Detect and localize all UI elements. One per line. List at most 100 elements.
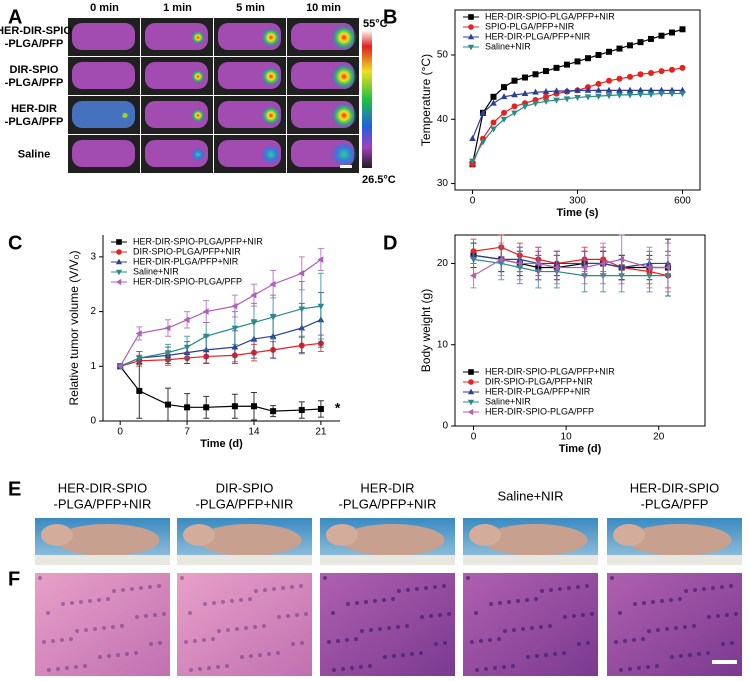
nucleus: [410, 652, 414, 656]
histology: [607, 573, 742, 676]
legend-label: HER-DIR-PLGA/PFP+NIR: [485, 31, 591, 41]
nucleus: [581, 613, 585, 617]
marker: [595, 52, 602, 58]
marker: [136, 355, 143, 362]
heat-spot: [261, 66, 281, 87]
nucleus: [135, 615, 139, 619]
marker: [250, 320, 258, 327]
marker: [470, 256, 477, 263]
nucleus: [475, 668, 479, 672]
marker: [543, 68, 549, 75]
nucleus: [38, 576, 42, 580]
marker: [501, 109, 507, 116]
nucleus: [488, 638, 492, 642]
nucleus: [619, 668, 623, 672]
nucleus: [401, 653, 405, 657]
marker: [469, 158, 476, 165]
mouse-body: [145, 62, 208, 89]
marker: [637, 71, 644, 78]
nucleus: [641, 637, 645, 641]
nucleus: [656, 628, 660, 632]
marker: [553, 264, 560, 271]
nucleus: [120, 624, 124, 628]
marker: [231, 302, 238, 310]
heat-spot: [261, 144, 281, 165]
nucleus: [79, 600, 83, 604]
nucleus: [489, 602, 493, 606]
nucleus: [651, 600, 655, 604]
nucleus: [239, 598, 243, 602]
panel-letter: D: [383, 232, 397, 254]
nucleus: [702, 587, 706, 591]
nucleus: [193, 639, 197, 643]
mouse-head: [41, 524, 73, 546]
marker: [203, 404, 210, 411]
nucleus: [707, 615, 711, 619]
nucleus: [230, 599, 234, 603]
marker: [532, 88, 539, 95]
nucleus: [184, 640, 188, 644]
marker: [164, 350, 172, 357]
nucleus: [466, 576, 470, 580]
nucleus: [590, 612, 594, 616]
nucleus: [354, 637, 358, 641]
nucleus: [576, 585, 580, 589]
marker: [115, 278, 122, 286]
marker: [543, 93, 549, 100]
nucleus: [88, 599, 92, 603]
marker: [645, 264, 652, 271]
nucleus: [203, 602, 207, 606]
marker: [637, 39, 644, 46]
marker: [532, 71, 539, 78]
nucleus: [368, 664, 372, 668]
nucleus: [479, 639, 483, 643]
nucleus: [693, 588, 697, 592]
nucleus: [521, 627, 525, 631]
marker: [467, 44, 475, 51]
marker: [479, 109, 487, 116]
group-label: HER-DIR-SPIO: [630, 480, 720, 495]
y-axis-label: Body weight (g): [419, 289, 433, 372]
marker: [627, 73, 633, 80]
marker: [679, 91, 686, 98]
nucleus: [158, 641, 162, 645]
column-header: 5 min: [236, 2, 265, 14]
marker: [500, 116, 508, 123]
nucleus: [697, 652, 701, 656]
y-tick-label: 30: [437, 178, 449, 189]
nucleus: [84, 628, 88, 632]
heat-spot: [331, 102, 357, 129]
row-label: HER-DIR: [11, 103, 57, 115]
nucleus: [216, 665, 220, 669]
y-tick-label: 2: [90, 306, 96, 317]
marker: [467, 408, 474, 416]
nucleus: [60, 638, 64, 642]
x-tick-label: 7: [184, 427, 190, 438]
marker: [534, 260, 541, 267]
nucleus: [277, 615, 281, 619]
nucleus: [212, 601, 216, 605]
nucleus: [647, 629, 651, 633]
panel-letter: E: [8, 478, 21, 500]
marker: [135, 330, 142, 337]
nucleus: [623, 639, 627, 643]
mouse-body: [72, 101, 135, 128]
y-tick-label: 10: [437, 339, 449, 350]
row-label: Saline: [18, 148, 50, 160]
mouse-body: [72, 62, 135, 89]
nucleus: [540, 589, 544, 593]
marker: [511, 77, 518, 84]
nucleus: [443, 641, 447, 645]
nucleus: [116, 653, 120, 657]
row-label: -PLGA/PFP: [5, 77, 64, 89]
panel-letter: C: [8, 232, 22, 254]
nucleus: [447, 612, 451, 616]
nucleus: [474, 611, 478, 615]
nucleus: [424, 586, 428, 590]
nucleus: [323, 576, 327, 580]
nucleus: [139, 586, 143, 590]
series-line: [471, 67, 683, 165]
legend-label: DIR-SPIO-PLGA/PFP+NIR: [485, 376, 593, 386]
nucleus: [56, 667, 60, 671]
scale-bar: [340, 165, 352, 168]
